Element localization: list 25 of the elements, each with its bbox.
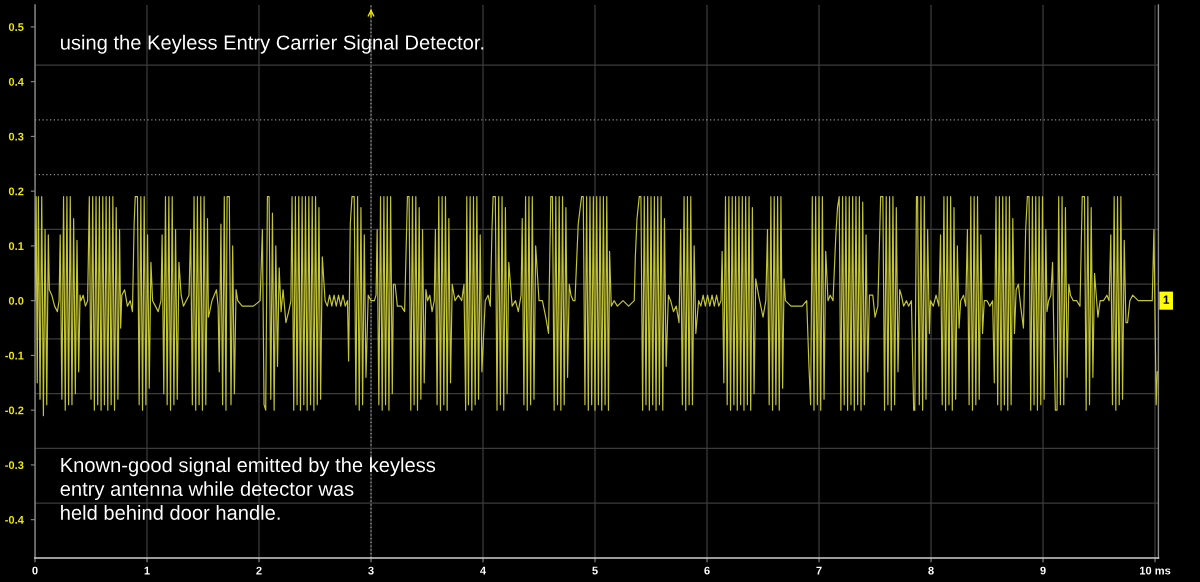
y-tick-label: 0.0	[8, 296, 24, 305]
x-tick-label: 10 ms	[1139, 566, 1171, 575]
x-tick-label: 9	[1040, 566, 1046, 575]
y-tick-label: -0.4	[5, 515, 24, 524]
y-tick-label: 0.1	[8, 242, 24, 251]
x-tick-label: 8	[928, 566, 934, 575]
x-tick-label: 5	[592, 566, 598, 575]
annotation: Known-good signal emitted by the keyless entry antenna while detector was held behind door handle.	[60, 457, 436, 520]
y-tick-label: -0.3	[5, 461, 24, 470]
x-tick-label: 6	[704, 566, 710, 575]
x-tick-label: 1	[144, 566, 150, 575]
y-tick-label: 0.3	[8, 132, 24, 141]
x-tick-label: 3	[368, 566, 374, 575]
x-tick-label: 4	[480, 566, 487, 575]
y-tick-label: -0.2	[5, 406, 24, 415]
x-tick-label: 0	[32, 566, 38, 575]
y-tick-label: 0.4	[8, 77, 24, 86]
annotation: using the Keyless Entry Carrier Signal Detector.	[61, 34, 484, 54]
annotation: 1	[1163, 295, 1170, 304]
y-tick-label: 0.5	[8, 23, 24, 32]
y-tick-label: -0.1	[5, 351, 24, 360]
y-tick-label: 0.2	[8, 187, 24, 196]
x-tick-label: 2	[256, 566, 262, 575]
line-series	[35, 196, 1158, 417]
x-tick-label: 7	[816, 566, 822, 575]
